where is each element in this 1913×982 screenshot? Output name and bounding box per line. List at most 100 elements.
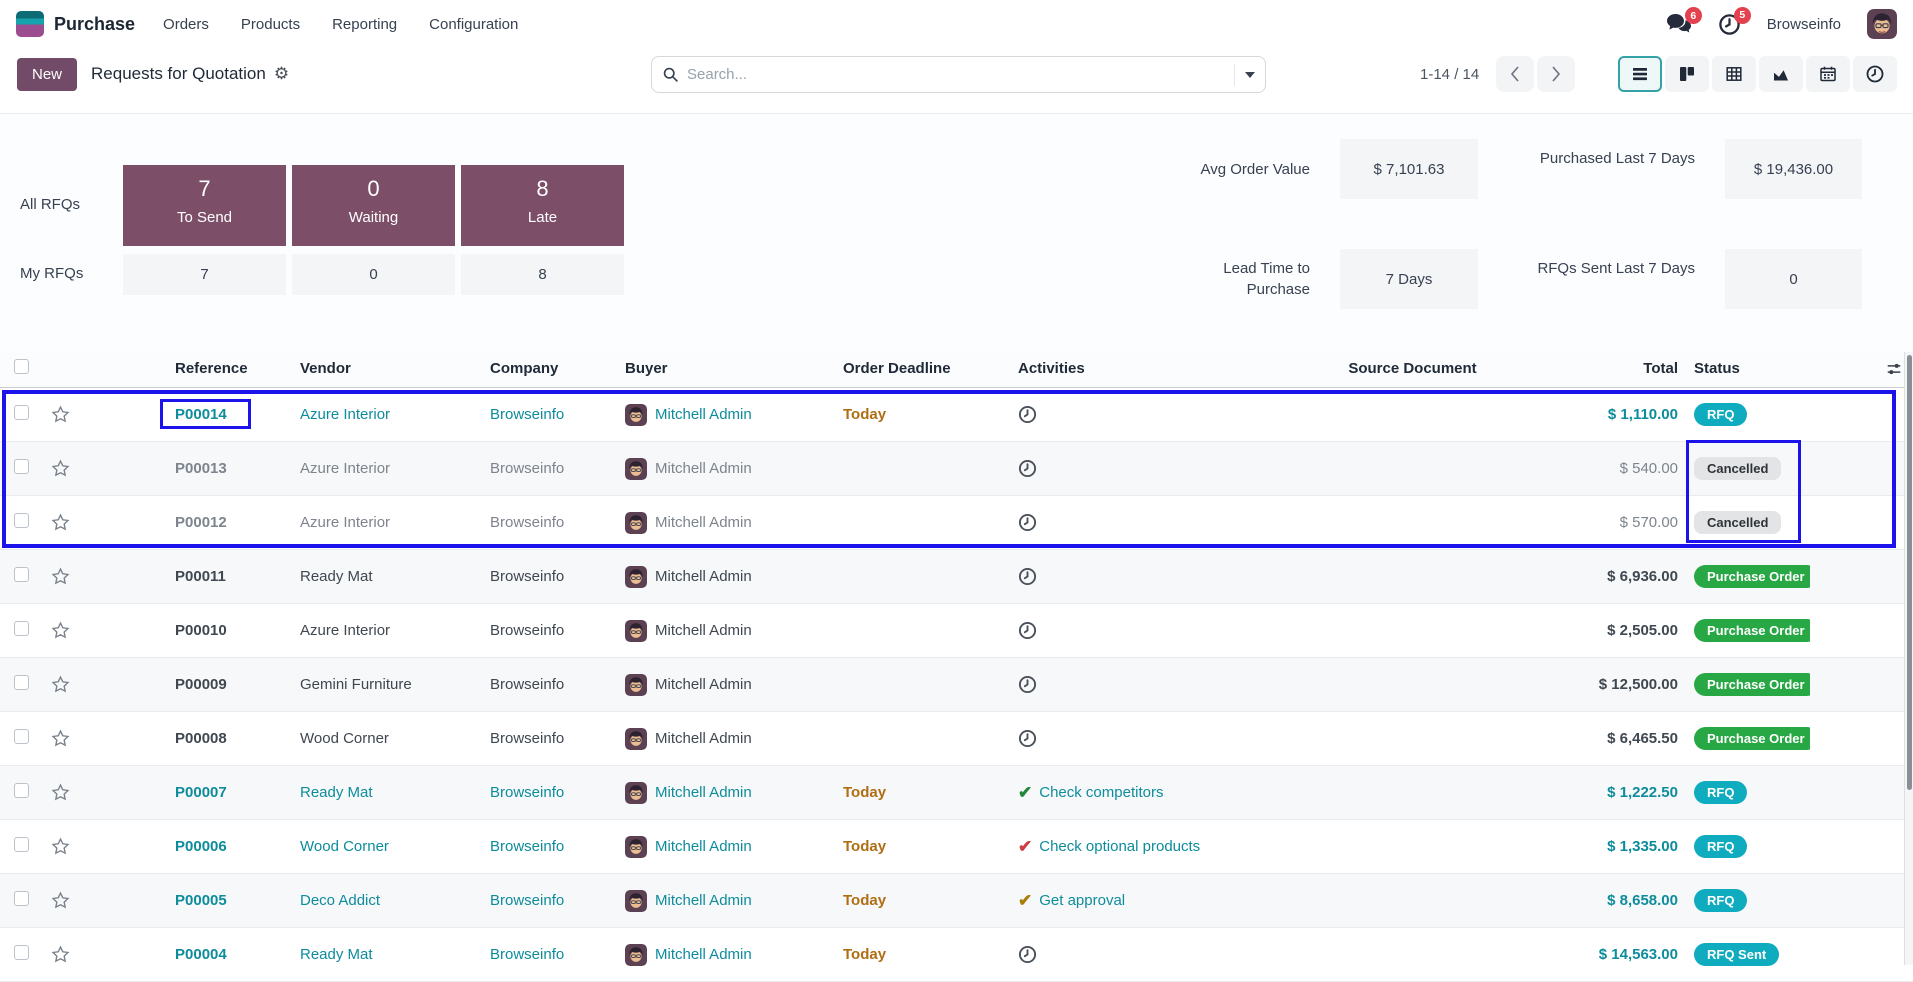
search-input[interactable] [687, 66, 1224, 83]
deadline-cell[interactable]: Today [840, 946, 1010, 963]
company-cell[interactable]: Browseinfo [485, 838, 620, 855]
favorite-star[interactable] [50, 782, 105, 803]
reference-link[interactable]: P00008 [175, 730, 227, 747]
favorite-star[interactable] [50, 890, 105, 911]
buyer-cell[interactable]: Mitchell Admin [620, 890, 840, 912]
menu-configuration[interactable]: Configuration [429, 16, 518, 33]
total-cell[interactable]: $ 8,658.00 [1495, 892, 1685, 909]
reference-link[interactable]: P00013 [175, 460, 227, 477]
total-cell[interactable]: $ 1,110.00 [1495, 406, 1685, 423]
pager-prev-button[interactable] [1496, 56, 1534, 92]
total-cell[interactable]: $ 540.00 [1495, 460, 1685, 477]
favorite-star[interactable] [50, 836, 105, 857]
pager-next-button[interactable] [1537, 56, 1575, 92]
total-cell[interactable]: $ 570.00 [1495, 514, 1685, 531]
activities-icon[interactable]: 5 [1718, 13, 1741, 36]
activity-cell[interactable] [1010, 459, 1330, 478]
header-order-deadline[interactable]: Order Deadline [840, 360, 1010, 377]
favorite-star[interactable] [50, 512, 105, 533]
vendor-cell[interactable]: Wood Corner [290, 838, 485, 855]
table-row[interactable]: P00011 Ready Mat Browseinfo Mitchell Adm… [0, 550, 1913, 604]
vendor-cell[interactable]: Deco Addict [290, 892, 485, 909]
status-cell[interactable]: RFQ [1685, 889, 1810, 912]
reference-link[interactable]: P00014 [175, 406, 227, 423]
table-row[interactable]: P00013 Azure Interior Browseinfo Mitchel… [0, 442, 1913, 496]
vendor-cell[interactable]: Azure Interior [290, 406, 485, 423]
status-cell[interactable]: RFQ [1685, 403, 1810, 426]
status-cell[interactable]: RFQ Sent [1685, 943, 1810, 966]
deadline-cell[interactable]: Today [840, 406, 1010, 423]
table-row[interactable]: P00010 Azure Interior Browseinfo Mitchel… [0, 604, 1913, 658]
row-checkbox[interactable] [14, 783, 29, 798]
messages-icon[interactable]: 6 [1666, 13, 1692, 35]
menu-products[interactable]: Products [241, 16, 300, 33]
reference-link[interactable]: P00005 [175, 892, 227, 909]
company-cell[interactable]: Browseinfo [485, 730, 620, 747]
total-cell[interactable]: $ 14,563.00 [1495, 946, 1685, 963]
activity-cell[interactable] [1010, 675, 1330, 694]
company-cell[interactable]: Browseinfo [485, 568, 620, 585]
company-cell[interactable]: Browseinfo [485, 946, 620, 963]
status-cell[interactable]: RFQ [1685, 835, 1810, 858]
activity-cell[interactable] [1010, 729, 1330, 748]
total-cell[interactable]: $ 6,465.50 [1495, 730, 1685, 747]
vendor-cell[interactable]: Ready Mat [290, 946, 485, 963]
header-vendor[interactable]: Vendor [290, 360, 485, 377]
company-cell[interactable]: Browseinfo [485, 892, 620, 909]
favorite-star[interactable] [50, 566, 105, 587]
buyer-cell[interactable]: Mitchell Admin [620, 836, 840, 858]
row-checkbox[interactable] [14, 513, 29, 528]
reference-link[interactable]: P00006 [175, 838, 227, 855]
reference-link[interactable]: P00012 [175, 514, 227, 531]
vendor-cell[interactable]: Azure Interior [290, 514, 485, 531]
header-buyer[interactable]: Buyer [620, 360, 840, 377]
header-status[interactable]: Status [1685, 360, 1810, 377]
scrollbar-thumb[interactable] [1907, 355, 1912, 790]
all-waiting-box[interactable]: 0 Waiting [292, 165, 455, 246]
vendor-cell[interactable]: Ready Mat [290, 568, 485, 585]
total-cell[interactable]: $ 12,500.00 [1495, 676, 1685, 693]
vendor-cell[interactable]: Wood Corner [290, 730, 485, 747]
new-button[interactable]: New [17, 58, 77, 91]
buyer-cell[interactable]: Mitchell Admin [620, 728, 840, 750]
search-dropdown-caret[interactable] [1245, 72, 1255, 78]
vendor-cell[interactable]: Gemini Furniture [290, 676, 485, 693]
scrollbar-track[interactable] [1904, 352, 1913, 965]
status-cell[interactable]: Purchase Order [1685, 673, 1810, 696]
table-row[interactable]: P00005 Deco Addict Browseinfo Mitchell A… [0, 874, 1913, 928]
reference-link[interactable]: P00009 [175, 676, 227, 693]
activity-cell[interactable]: ✔ Check competitors [1010, 783, 1330, 803]
list-view-button[interactable] [1618, 56, 1662, 92]
activity-cell[interactable] [1010, 405, 1330, 424]
my-to-send-box[interactable]: 7 [123, 254, 286, 295]
favorite-star[interactable] [50, 458, 105, 479]
all-late-box[interactable]: 8 Late [461, 165, 624, 246]
activity-cell[interactable] [1010, 567, 1330, 586]
menu-reporting[interactable]: Reporting [332, 16, 397, 33]
row-checkbox[interactable] [14, 405, 29, 420]
table-row[interactable]: P00007 Ready Mat Browseinfo Mitchell Adm… [0, 766, 1913, 820]
table-row[interactable]: P00014 Azure Interior Browseinfo Mitchel… [0, 388, 1913, 442]
activity-cell[interactable]: ✔ Check optional products [1010, 837, 1330, 857]
my-waiting-box[interactable]: 0 [292, 254, 455, 295]
buyer-cell[interactable]: Mitchell Admin [620, 944, 840, 966]
header-reference[interactable]: Reference [105, 360, 290, 377]
all-to-send-box[interactable]: 7 To Send [123, 165, 286, 246]
buyer-cell[interactable]: Mitchell Admin [620, 620, 840, 642]
table-row[interactable]: P00004 Ready Mat Browseinfo Mitchell Adm… [0, 928, 1913, 982]
status-cell[interactable]: RFQ [1685, 781, 1810, 804]
kanban-view-button[interactable] [1665, 56, 1709, 92]
status-cell[interactable]: Cancelled [1685, 511, 1810, 534]
reference-link[interactable]: P00010 [175, 622, 227, 639]
user-company-name[interactable]: Browseinfo [1767, 16, 1841, 33]
menu-orders[interactable]: Orders [163, 16, 209, 33]
deadline-cell[interactable]: Today [840, 784, 1010, 801]
status-cell[interactable]: Cancelled [1685, 457, 1810, 480]
row-checkbox[interactable] [14, 945, 29, 960]
row-checkbox[interactable] [14, 837, 29, 852]
reference-link[interactable]: P00011 [175, 568, 226, 585]
favorite-star[interactable] [50, 404, 105, 425]
row-checkbox[interactable] [14, 621, 29, 636]
total-cell[interactable]: $ 2,505.00 [1495, 622, 1685, 639]
app-logo[interactable] [16, 11, 44, 37]
